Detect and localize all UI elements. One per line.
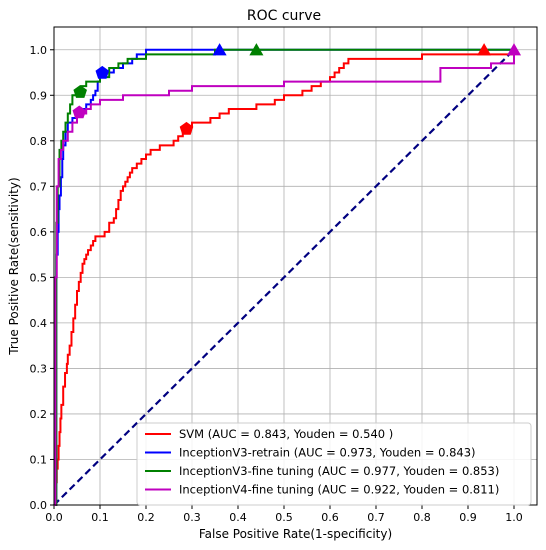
series-line-2: [54, 48, 514, 506]
x-tick-label: 0.6: [321, 511, 339, 524]
axis-ticks: 0.0 0.1 0.2 0.3 0.4 0.5 0.6 0.7 0.8 0.9 1.0 0.0 0.1 0…: [30, 44, 523, 524]
chance-diagonal-line: [53, 48, 515, 506]
series-line-3: [54, 49, 515, 506]
youden-point-marker-1: [95, 65, 110, 79]
x-tick-label: 0.7: [367, 511, 385, 524]
y-tick-label: 0.9: [30, 89, 48, 102]
y-tick-label: 0.3: [30, 362, 48, 375]
x-tick-label: 0.9: [459, 511, 477, 524]
legend-box: [136, 422, 532, 506]
y-tick-label: 0.1: [30, 453, 48, 466]
y-tick-label: 0.4: [30, 317, 48, 330]
x-tick-label: 0.2: [137, 511, 155, 524]
x-tick-label: 0.5: [275, 511, 293, 524]
series-line-1: [54, 48, 514, 506]
chart-title: ROC curve: [247, 8, 321, 24]
x-tick-label: 0.4: [229, 511, 247, 524]
x-axis-label: False Positive Rate(1-specificity): [199, 527, 392, 541]
y-tick-label: 1.0: [30, 44, 48, 57]
y-tick-label: 0.8: [30, 135, 48, 148]
x-tick-label: 1.0: [505, 511, 523, 524]
youden-point-marker-3: [72, 105, 87, 119]
x-tick-label: 0.1: [91, 511, 109, 524]
youden-point-marker-2: [73, 84, 87, 98]
youden-point-marker-0: [179, 121, 194, 135]
y-tick-label: 0.2: [30, 408, 48, 421]
series-lines: [53, 48, 515, 506]
series-line-0: [53, 49, 515, 506]
legend-label-2: InceptionV3-fine tuning (AUC = 0.977, Yo…: [179, 464, 499, 478]
legend-label-1: InceptionV3-retrain (AUC = 0.973, Youden…: [179, 446, 476, 460]
y-axis-label: True Positive Rate(sensitivity): [7, 177, 21, 355]
y-tick-label: 0.5: [30, 271, 48, 284]
endpoint-marker-1: [212, 43, 227, 56]
x-tick-label: 0.0: [45, 511, 63, 524]
y-tick-label: 0.6: [30, 226, 48, 239]
legend: SVM (AUC = 0.843, Youden = 0.540 ) Incept…: [136, 422, 532, 506]
endpoint-marker-2: [249, 43, 264, 56]
series-markers: [72, 43, 522, 135]
x-tick-label: 0.3: [183, 511, 201, 524]
endpoint-marker-3: [506, 43, 522, 56]
legend-label-3: InceptionV4-fine tuning (AUC = 0.922, Yo…: [179, 483, 499, 497]
x-tick-label: 0.8: [413, 511, 431, 524]
y-tick-label: 0.7: [30, 180, 48, 193]
legend-label-0: SVM (AUC = 0.843, Youden = 0.540 ): [179, 427, 393, 441]
y-tick-label: 0.0: [30, 499, 48, 512]
endpoint-marker-0: [477, 43, 492, 56]
